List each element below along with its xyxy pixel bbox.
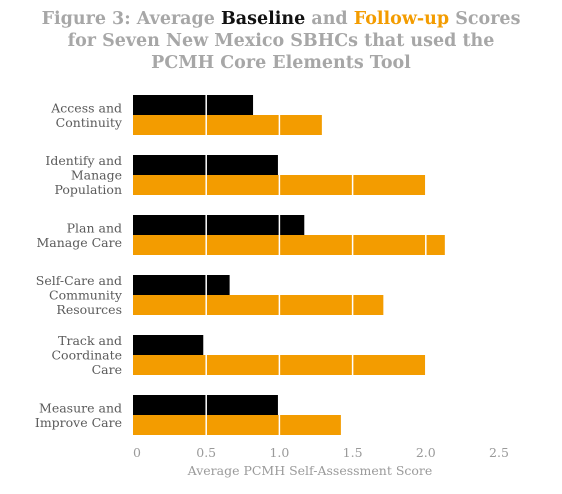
title-line-2: for Seven New Mexico SBHCs that used the: [67, 31, 495, 51]
category-label-line: Improve Care: [35, 415, 122, 430]
bar-follow-up-2: [133, 235, 445, 255]
category-label-1: Identify and Manage Population: [45, 153, 122, 197]
title-text-part1: Figure 3: Average: [41, 9, 221, 29]
category-label-0: Access and Continuity: [50, 100, 123, 130]
title-line-1: Figure 3: Average Baseline and Follow-up…: [0, 8, 562, 30]
category-label-line: Access and: [50, 100, 122, 115]
category-label-line: Manage: [71, 168, 122, 183]
title-baseline-word: Baseline: [220, 9, 306, 29]
bar-follow-up-3: [133, 295, 384, 315]
x-tick-label-3: 1.5: [343, 445, 363, 460]
title-text-part2: and: [305, 9, 354, 29]
bar-follow-up-0: [133, 115, 322, 135]
title-followup-word: Follow-up: [353, 9, 450, 29]
x-tick-label-4: 2.0: [416, 445, 436, 460]
x-tick-label-1: 0.5: [196, 445, 216, 460]
category-label-line: Care: [92, 362, 122, 377]
category-label-line: Coordinate: [51, 348, 122, 363]
category-label-2: Plan and Manage Care: [36, 220, 122, 250]
x-tick-label-5: 2.5: [489, 445, 509, 460]
bar-baseline-3: [133, 275, 230, 295]
tick-labels-layer: 0 0.5 1.0 1.5 2.0 2.5: [133, 445, 509, 460]
bar-follow-up-5: [133, 415, 341, 435]
x-tick-label-0: 0: [133, 445, 141, 460]
category-label-line: Measure and: [39, 400, 122, 415]
x-axis-title: Average PCMH Self-Assessment Score: [187, 463, 433, 478]
category-label-4: Track and Coordinate Care: [51, 333, 122, 377]
category-label-line: Plan and: [67, 220, 122, 235]
bar-baseline-4: [133, 335, 204, 355]
title-text-part3: Scores: [449, 9, 521, 29]
category-label-5: Measure and Improve Care: [35, 400, 122, 430]
bar-baseline-0: [133, 95, 254, 115]
chart-title: Figure 3: Average Baseline and Follow-up…: [0, 8, 562, 74]
bar-baseline-2: [133, 215, 305, 235]
category-label-line: Manage Care: [36, 235, 122, 250]
category-label-line: Track and: [58, 333, 122, 348]
category-label-line: Self-Care and: [36, 273, 122, 288]
category-label-line: Identify and: [45, 153, 122, 168]
gridlines-layer: [205, 93, 500, 437]
category-label-line: Continuity: [56, 115, 123, 130]
category-labels-layer: Access and Continuity Identify and Manage Po…: [35, 100, 123, 430]
title-line-3: PCMH Core Elements Tool: [151, 53, 411, 73]
x-tick-label-2: 1.0: [269, 445, 289, 460]
category-label-line: Population: [54, 182, 122, 197]
category-label-3: Self-Care and Community Resources: [36, 273, 123, 317]
category-label-line: Resources: [56, 302, 122, 317]
bars-layer: [133, 95, 445, 435]
category-label-line: Community: [49, 288, 123, 303]
